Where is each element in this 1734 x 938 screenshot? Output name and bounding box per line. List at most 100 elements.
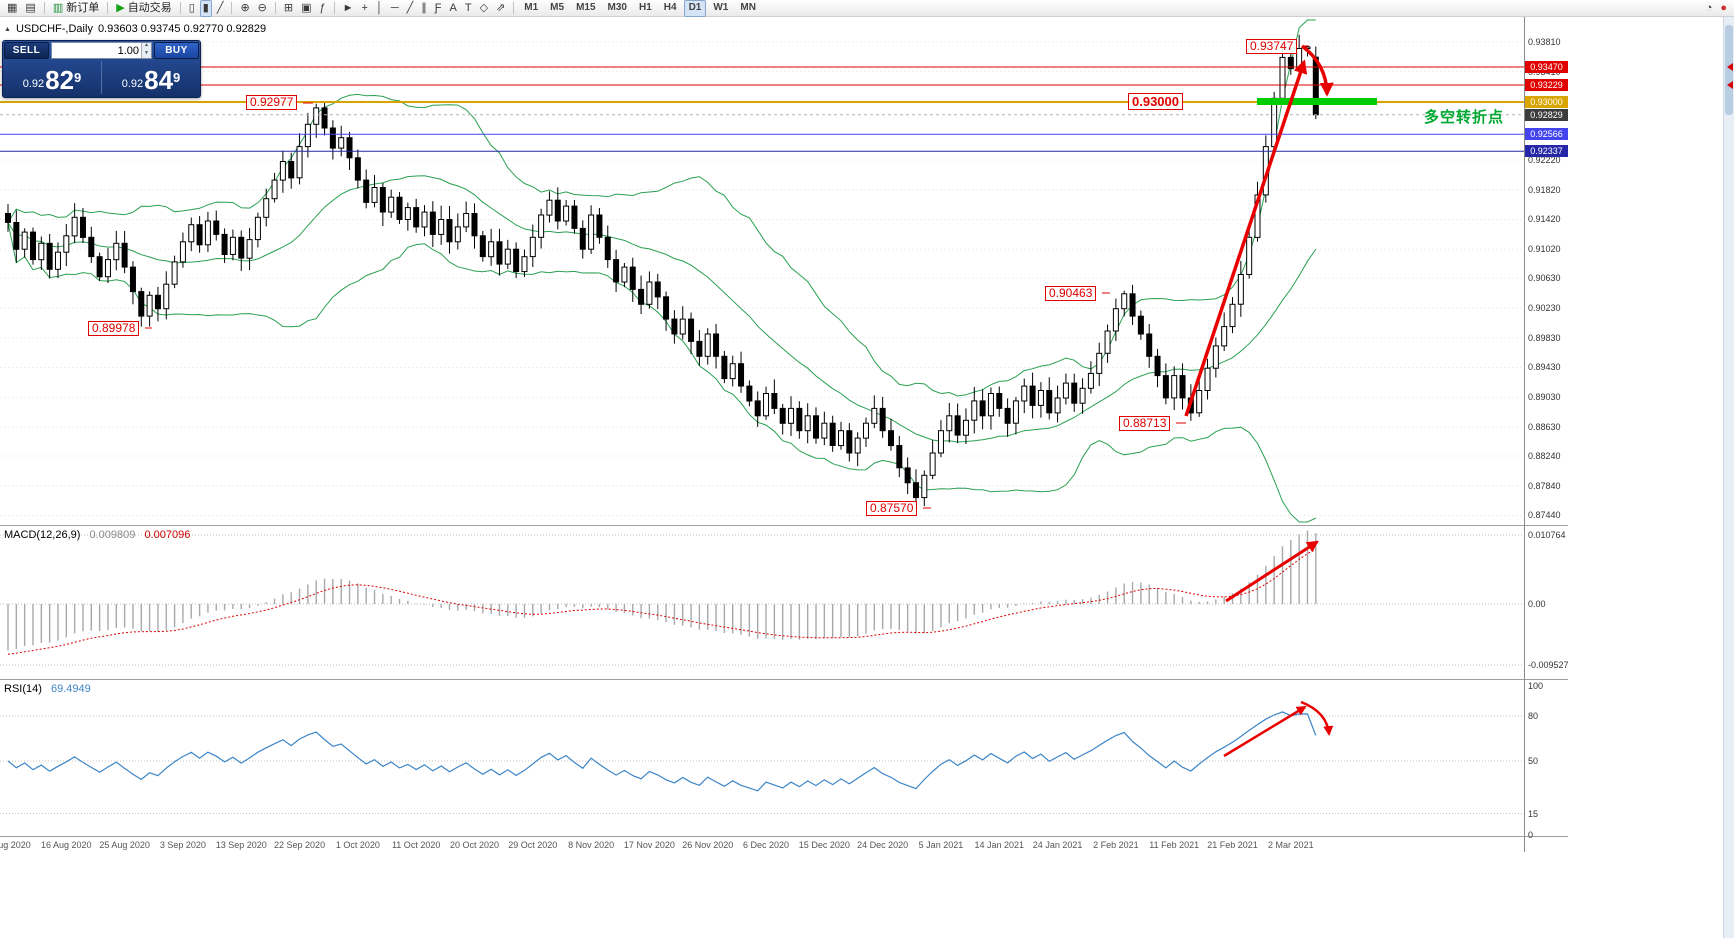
rsi-value: 69.4949	[50, 683, 91, 695]
trendline-tool-button[interactable]: ╱	[404, 0, 417, 17]
label-tool-button[interactable]: T	[462, 0, 475, 17]
date-label: 20 Oct 2020	[449, 840, 499, 850]
toolbar-separator	[513, 2, 515, 14]
zoom-in-button[interactable]: ⊕	[237, 0, 252, 17]
date-label: 25 Aug 2020	[99, 840, 150, 850]
new-chart-button[interactable]: ▦	[4, 0, 20, 17]
candlestick-chart-button[interactable]: ▮	[199, 0, 212, 17]
channel-tool-icon: ∥	[421, 1, 427, 14]
arrows-tool-button[interactable]: ⇗	[493, 0, 508, 17]
hline-axis-label: 0.93229	[1525, 78, 1568, 91]
tf-w1-button[interactable]: W1	[713, 2, 729, 13]
macd-main-value: 0.009809	[89, 529, 136, 541]
bollinger-bands	[7, 19, 1317, 523]
annotation-leaders	[145, 45, 1309, 509]
shapes-tool-button[interactable]: ◇	[477, 0, 491, 17]
tf-m5-button[interactable]: M5	[550, 2, 565, 13]
price-annotation[interactable]: 0.93747	[1246, 39, 1298, 54]
tf-h4-button[interactable]: H4	[663, 2, 677, 13]
trendline-tool-icon: ╱	[406, 1, 414, 14]
trend-arrows[interactable]	[1184, 44, 1334, 758]
sell-price-big: 82	[45, 65, 75, 95]
vertical-line-tool-button[interactable]: │	[373, 0, 386, 17]
new-order-icon: ▥	[52, 1, 64, 14]
auto-arrange-button[interactable]: ▣	[298, 0, 314, 17]
date-label: 16 Aug 2020	[41, 840, 92, 850]
sell-price-small: 0.92	[22, 78, 45, 90]
volume-input[interactable]: 1.00 ▲ ▼	[51, 42, 152, 59]
autotrading-button[interactable]: ▶ 自动交易	[113, 0, 174, 17]
zoom-out-button[interactable]: ⊖	[255, 0, 270, 17]
tf-h1-button[interactable]: H1	[638, 2, 652, 13]
record-icon[interactable]: ●	[1717, 0, 1730, 17]
price-annotation[interactable]: 0.90463	[1045, 286, 1097, 301]
cursor-tool-button[interactable]: ►	[340, 0, 357, 17]
crosshair-tool-button[interactable]: +	[359, 0, 371, 17]
price-annotation[interactable]: 0.92977	[246, 95, 298, 110]
tf-m15-button[interactable]: M15	[576, 2, 596, 13]
bar-chart-button[interactable]: ▯	[186, 0, 198, 17]
channel-tool-button[interactable]: ∥	[418, 0, 430, 17]
tf-mn-button[interactable]: MN	[740, 2, 756, 13]
price-annotation[interactable]: 0.89978	[88, 321, 140, 336]
sell-price-display[interactable]: 0.92 82 9	[3, 59, 101, 96]
tf-m1-button[interactable]: M1	[524, 2, 539, 13]
rsi-axis-label: 100	[1528, 681, 1544, 691]
date-label: 6 Dec 2020	[742, 840, 790, 850]
date-label: 15 Dec 2020	[798, 840, 850, 850]
text-tool-button[interactable]: A	[446, 0, 459, 17]
horizontal-line-objects[interactable]	[0, 66, 1524, 152]
price-annotation[interactable]: 0.88713	[1119, 416, 1171, 431]
buy-price-display[interactable]: 0.92 84 9	[102, 59, 200, 96]
macd-panel	[0, 530, 1524, 666]
alerts-icon[interactable]: ◔	[1703, 0, 1716, 17]
hline-axis-label: 0.93000	[1525, 96, 1568, 108]
toolbar-separator	[231, 2, 233, 14]
indicators-button[interactable]: ƒ	[317, 0, 329, 17]
buy-price-small: 0.92	[121, 78, 144, 90]
rsi-axis-label: 15	[1528, 808, 1539, 819]
support-zone-highlight[interactable]	[1257, 98, 1377, 105]
hline-edge-mark	[1727, 63, 1733, 72]
tile-windows-button[interactable]: ⊞	[281, 0, 296, 17]
date-label: 13 Sep 2020	[215, 840, 267, 850]
toolbar-separator	[107, 2, 109, 14]
right-scrollbar[interactable]	[1723, 17, 1734, 938]
volume-up-icon[interactable]: ▲	[142, 43, 151, 51]
line-chart-button[interactable]: ╱	[214, 0, 227, 17]
hline-axis-label: 0.92337	[1525, 145, 1568, 158]
rsi-panel	[0, 711, 1524, 814]
auto-arrange-icon: ▣	[301, 1, 312, 14]
chart-profiles-icon: ▤	[25, 1, 36, 14]
one-click-divider	[101, 61, 102, 94]
horizontal-line-tool-button[interactable]: ─	[388, 0, 402, 17]
toolbar-separator	[179, 2, 181, 14]
new-order-button[interactable]: ▥ 新订单	[50, 0, 102, 17]
rsi-axis-label: 50	[1528, 756, 1539, 766]
date-label: 11 Feb 2021	[1149, 840, 1200, 850]
candles-layer	[5, 34, 1319, 507]
volume-down-icon[interactable]: ▼	[142, 50, 151, 58]
price-axis-tick: 0.92220	[1528, 155, 1561, 165]
fibonacci-tool-button[interactable]: Ƒ	[432, 0, 445, 17]
toolbar-separator	[43, 2, 45, 14]
tf-d1-button[interactable]: D1	[683, 0, 707, 17]
sell-button[interactable]: SELL	[4, 42, 49, 59]
date-label: 26 Nov 2020	[682, 840, 734, 850]
tf-m30-button[interactable]: M30	[607, 2, 627, 13]
macd-signal-value: 0.007096	[144, 529, 191, 541]
price-axis-tick: 0.91020	[1528, 244, 1561, 255]
buy-button[interactable]: BUY	[154, 42, 199, 59]
indicators-icon: ƒ	[319, 1, 326, 14]
hline-axis-label: 0.93470	[1525, 61, 1568, 74]
one-click-collapse-icon[interactable]: ▲	[4, 25, 11, 33]
price-axis-tick: 0.91420	[1528, 214, 1561, 225]
turning-point-note[interactable]: 多空转折点	[1424, 109, 1505, 126]
price-annotation[interactable]: 0.87570	[866, 501, 918, 516]
price-axis-tick: 0.91820	[1528, 184, 1561, 195]
sell-price-pip: 9	[74, 70, 82, 85]
price-annotation[interactable]: 0.93000	[1128, 93, 1183, 110]
chart-profiles-button[interactable]: ▤	[22, 0, 38, 17]
macd-header: MACD(12,26,9) 0.009809 0.007096	[4, 529, 190, 541]
